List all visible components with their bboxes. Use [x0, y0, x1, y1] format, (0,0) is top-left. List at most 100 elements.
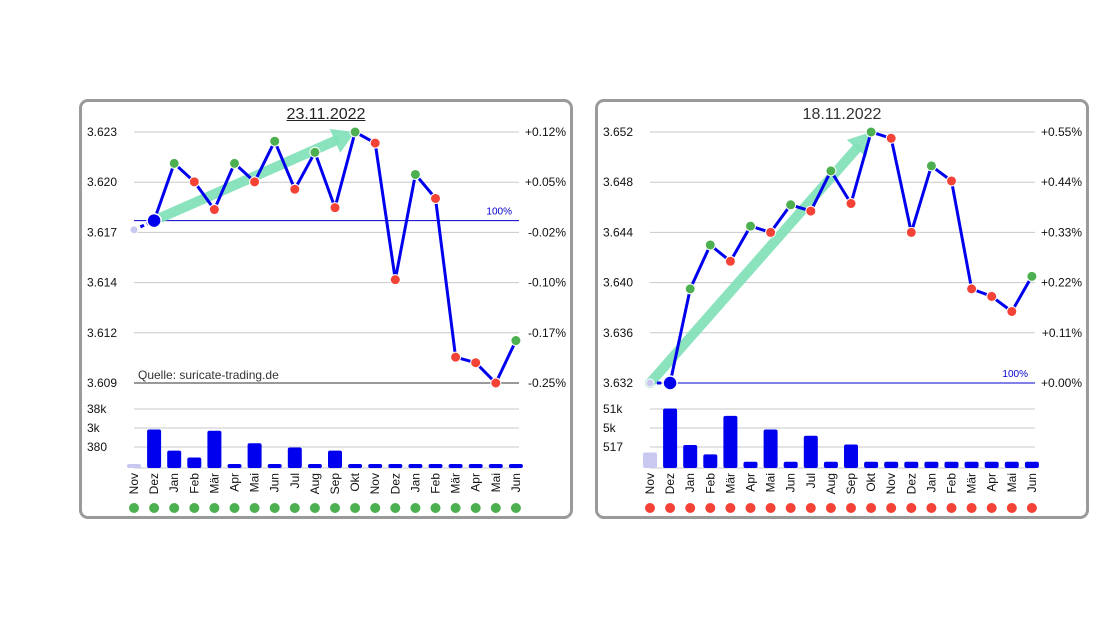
y2-tick-label: +0.00%: [1041, 376, 1082, 390]
volume-tick-label: 517: [603, 440, 623, 454]
x-tick-label: Feb: [429, 473, 443, 494]
y-tick-label: 3.620: [87, 175, 117, 189]
y2-tick-label: +0.12%: [525, 125, 566, 139]
volume-bar: [723, 415, 738, 468]
volume-bar: [803, 435, 818, 468]
signal-dot: [785, 503, 796, 513]
x-tick-label: Feb: [945, 473, 959, 494]
volume-bar: [964, 461, 979, 468]
volume-bar: [984, 461, 999, 468]
signal-dot: [745, 503, 756, 513]
volume-tick-label: 5k: [603, 421, 617, 435]
data-point: [470, 357, 482, 369]
volume-bar: [227, 464, 242, 468]
volume-tick-label: 380: [87, 440, 107, 454]
volume-bar: [368, 464, 383, 468]
x-tick-label: Nov: [884, 473, 898, 494]
x-tick-label: Apr: [985, 473, 999, 492]
signal-dot: [289, 503, 300, 513]
volume-bar: [388, 464, 403, 468]
y-tick-label: 3.632: [603, 376, 633, 390]
x-tick-label: Apr: [469, 473, 483, 492]
volume-bar: [307, 464, 322, 468]
data-point: [450, 351, 462, 363]
signal-dot: [966, 503, 977, 513]
volume-tick-label: 51k: [603, 402, 623, 416]
signal-dot: [370, 503, 381, 513]
volume-bar: [904, 461, 919, 468]
x-tick-label: Nov: [368, 473, 382, 494]
chart-panel-right: 18.11.2022 3.652 +0.55% 3.648 +0.44% 3.644 +0…: [595, 99, 1089, 519]
y-tick-label: 3.640: [603, 276, 633, 290]
signal-dot: [705, 503, 716, 513]
data-point: [188, 176, 200, 188]
data-point: [645, 378, 655, 388]
data-point: [745, 220, 756, 232]
data-point: [825, 165, 837, 177]
series-line: [152, 130, 518, 385]
data-point: [229, 157, 240, 169]
source-note: Quelle: suricate-trading.de: [138, 368, 279, 382]
y2-tick-label: +0.33%: [1041, 225, 1082, 239]
x-tick-label: Jun: [1025, 473, 1039, 492]
volume-bar: [1024, 461, 1039, 468]
volume-bar: [328, 450, 342, 468]
x-tick-label: Aug: [308, 473, 322, 494]
x-tick-label: Mai: [248, 473, 262, 492]
data-point: [129, 225, 139, 235]
x-tick-label: Dez: [147, 473, 161, 494]
data-point: [966, 283, 978, 295]
volume-bar: [488, 464, 503, 468]
data-point: [905, 226, 917, 238]
x-tick-label: Mai: [1005, 473, 1019, 492]
x-tick-label: Dez: [388, 473, 402, 494]
volume-bar: [468, 464, 483, 468]
volume-bar: [428, 464, 443, 468]
data-point: [1026, 270, 1038, 282]
x-tick-label: Feb: [703, 473, 717, 494]
data-point: [430, 192, 441, 204]
data-point: [269, 135, 281, 147]
volume-bar: [167, 450, 182, 468]
data-point: [946, 175, 957, 187]
y-tick-label: 3.617: [87, 225, 117, 239]
data-point: [329, 202, 341, 214]
x-tick-label: Dez: [663, 473, 677, 494]
reference-label: 100%: [486, 207, 512, 218]
volume-bar: [663, 408, 678, 468]
volume-tick-label: 38k: [87, 402, 107, 416]
x-tick-label: Sep: [844, 473, 858, 495]
signal-dot: [350, 503, 361, 513]
volume-bar: [703, 454, 718, 468]
y2-tick-label: +0.11%: [1042, 326, 1082, 340]
volume-bar: [348, 464, 363, 468]
x-tick-label: Jan: [924, 473, 938, 492]
signal-dot: [149, 503, 160, 513]
x-tick-label: Nov: [643, 473, 657, 494]
y2-tick-label: +0.05%: [525, 175, 566, 189]
data-point: [724, 255, 736, 267]
data-point: [805, 205, 817, 217]
x-tick-label: Okt: [864, 472, 878, 491]
y2-tick-label: -0.25%: [528, 376, 566, 390]
data-point: [925, 160, 937, 172]
y-tick-label: 3.644: [603, 225, 633, 239]
trend-arrow-shaft: [149, 135, 340, 226]
volume-bar: [783, 461, 798, 468]
data-point: [249, 176, 261, 188]
volume-bar: [823, 461, 838, 468]
volume-bar: [207, 430, 222, 468]
volume-bar: [864, 461, 879, 468]
data-point: [684, 283, 696, 295]
volume-bar: [884, 461, 899, 468]
signal-dot: [229, 503, 240, 513]
signal-dot: [866, 503, 877, 513]
series-line: [668, 130, 1034, 384]
data-point: [986, 290, 998, 302]
y-tick-label: 3.609: [87, 376, 117, 390]
volume-bar: [247, 443, 262, 468]
x-tick-label: Dez: [904, 473, 918, 494]
signal-dot: [249, 503, 260, 513]
x-tick-label: Mär: [965, 473, 979, 494]
volume-bar: [743, 461, 758, 468]
